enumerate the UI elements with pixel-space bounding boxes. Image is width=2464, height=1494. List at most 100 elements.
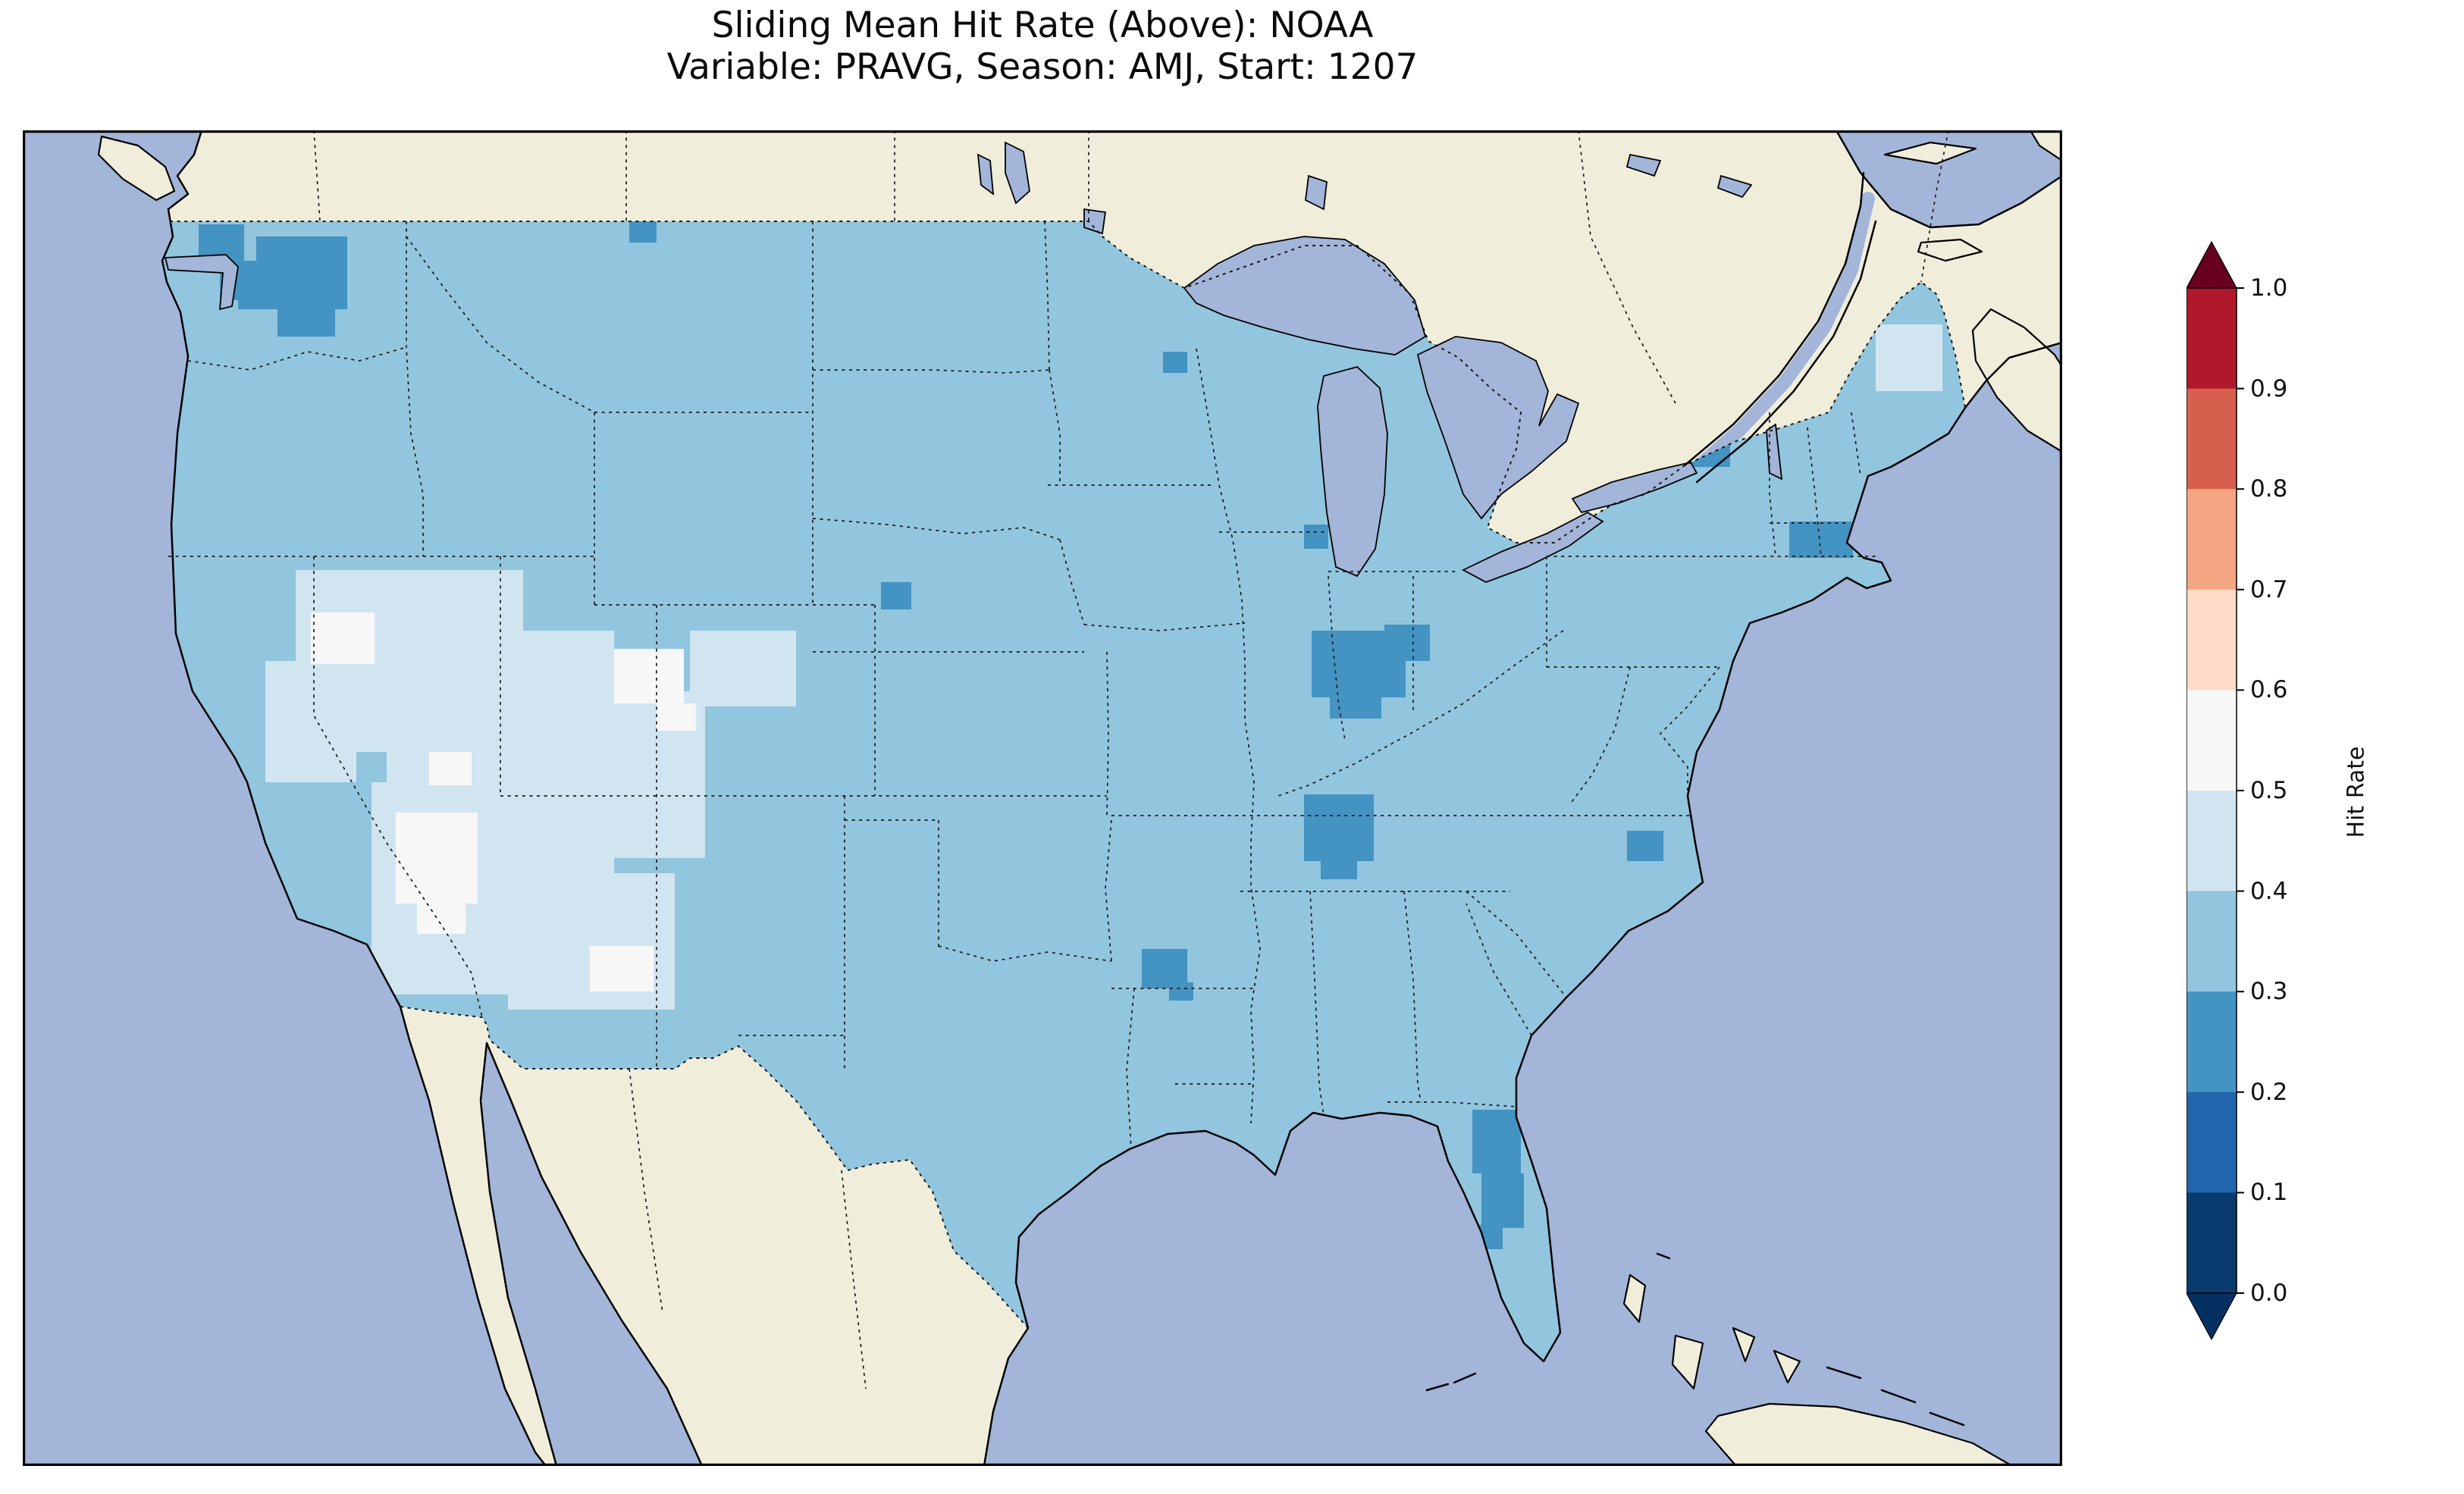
colorbar-svg (2187, 241, 2244, 1341)
hit-rate-patch (311, 612, 375, 664)
cuba (1704, 1402, 2014, 1467)
colorbar-tick-label: 0.5 (2250, 777, 2288, 804)
colorbar-segment (2187, 991, 2237, 1093)
lake-michigan (1317, 365, 1388, 578)
anticosti-island (1883, 141, 1977, 165)
colorbar-tick-label: 0.6 (2250, 676, 2288, 704)
hit-rate-patch (1876, 324, 1942, 391)
hit-rate-patch (238, 270, 268, 309)
great-lakes (1183, 236, 1698, 583)
colorbar-segment (2187, 489, 2237, 590)
lake-winnipeg (1005, 141, 1030, 205)
colorbar-tick-label: 0.3 (2250, 978, 2288, 1006)
hit-rate-patch (590, 946, 654, 991)
hit-rate-patch (614, 649, 684, 703)
atlantic-gulf-coastline (983, 341, 2064, 1467)
hit-rate-patch (1472, 1110, 1521, 1173)
florida-keys (1425, 1372, 1477, 1392)
lake-huron (1416, 336, 1580, 520)
colorbar-tick-label: 1.0 (2250, 274, 2288, 302)
colorbar-tick-label: 0.1 (2250, 1179, 2288, 1207)
colorbar-tick-label: 0.0 (2250, 1279, 2288, 1307)
hit-rate-patch (881, 582, 911, 609)
hit-rate-patch (265, 661, 356, 782)
colorbar-segment (2187, 1092, 2237, 1193)
bahama-island-1 (1622, 1273, 1647, 1323)
bahama-island-4 (1773, 1349, 1801, 1384)
hit-rate-patch (690, 631, 796, 706)
atlantic-gulf-ocean (984, 343, 2062, 1466)
island-chains (1656, 1252, 1965, 1427)
colorbar: 1.0 0.9 0.8 0.7 0.6 0.5 0.4 0.3 0.2 0.1 0.0 Hit Ra… (2187, 241, 2414, 1348)
title-line-2: Variable: PRAVG, Season: AMJ, Start: 120… (666, 46, 1419, 89)
colorbar-tick-label: 0.9 (2250, 374, 2288, 402)
hit-rate-patch (396, 813, 478, 904)
colorbar-segment (2187, 288, 2237, 390)
hit-rate-patch (429, 752, 472, 785)
colorbar-tick-label: 0.4 (2250, 877, 2288, 905)
lake-of-the-woods (1083, 208, 1107, 235)
gulf-california-coastline (479, 1041, 704, 1467)
state-borders (168, 221, 1876, 1150)
pacific-ocean (23, 130, 546, 1466)
gulf-of-california (481, 1043, 702, 1466)
lake-nipigon (1305, 174, 1328, 211)
colorbar-segment (2187, 589, 2237, 691)
colorbar-segment (2187, 891, 2237, 992)
pacific-coastline (161, 129, 547, 1467)
lake-champlain (1766, 423, 1783, 481)
hit-rate-patch (1142, 949, 1187, 988)
colorbar-segment (2187, 388, 2237, 490)
lake-erie (1462, 511, 1604, 583)
hit-rate-patch (1163, 352, 1187, 373)
hit-rate-patch (1321, 861, 1357, 879)
colorbar-ticks: 1.0 0.9 0.8 0.7 0.6 0.5 0.4 0.3 0.2 0.1 0.0 (2250, 241, 2318, 1348)
vancouver-island (97, 135, 176, 202)
quebec-lake-1 (1625, 153, 1662, 177)
quebec-lake-2 (1716, 174, 1753, 199)
hit-rate-patch (1304, 794, 1374, 861)
hit-rate-patch (417, 900, 466, 934)
hit-rate-patch (1330, 697, 1381, 719)
title-line-1: Sliding Mean Hit Rate (Above): NOAA (711, 5, 1374, 46)
puget-sound-strait (164, 254, 239, 311)
hit-rate-patch (1169, 982, 1193, 1001)
lake-manitoba (977, 153, 995, 196)
nova-scotia (1971, 308, 2064, 453)
chart-title: Sliding Mean Hit Rate (Above): NOAA Vari… (23, 5, 2062, 89)
islands (97, 129, 2064, 1467)
gulf-st-lawrence-coast (1835, 129, 2064, 229)
us-data-region (162, 209, 1965, 1361)
hit-rate-patch (657, 703, 696, 731)
colorbar-tick-label: 0.8 (2250, 475, 2288, 503)
hit-rate-patch (1304, 525, 1328, 549)
mexican-state-borders (629, 1068, 867, 1389)
prince-edward-island (1917, 238, 1983, 262)
map-frame (23, 130, 2063, 1467)
colorbar-segment (2187, 791, 2237, 892)
st-lawrence-banks (1683, 171, 1877, 484)
colorbar-tick-label: 0.7 (2250, 575, 2288, 603)
bahama-island-3 (1732, 1326, 1756, 1363)
hit-rate-patch (256, 236, 347, 309)
colorbar-extend-under (2187, 1292, 2238, 1341)
mexico-border (400, 1006, 1029, 1329)
hit-rate-patch (629, 221, 657, 243)
colorbar-label: Hit Rate (2343, 746, 2370, 838)
hit-rate-patch (277, 309, 335, 337)
colorbar-tick-label: 0.2 (2250, 1078, 2288, 1106)
st-lawrence-river (1684, 192, 1875, 480)
canadian-province-borders (313, 130, 1949, 404)
hit-rate-patch (1481, 1173, 1524, 1228)
lake-ontario (1571, 461, 1698, 514)
colorbar-segment (2187, 690, 2237, 791)
hit-rate-patch (1627, 831, 1663, 861)
canada-border (170, 221, 1966, 543)
coastlines (161, 129, 2064, 1467)
hit-rate-patch (1384, 625, 1430, 661)
bahama-island-2 (1671, 1334, 1704, 1390)
canadian-lakes (977, 141, 1783, 481)
colorbar-segment (2187, 1192, 2237, 1294)
us-hit-rate-map (23, 129, 2064, 1467)
